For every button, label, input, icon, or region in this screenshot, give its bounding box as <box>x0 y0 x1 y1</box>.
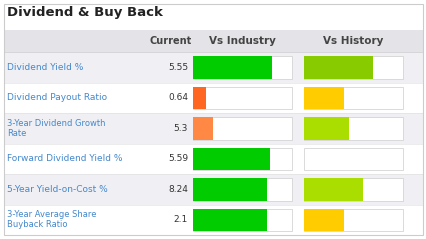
Bar <box>303 87 402 109</box>
Bar <box>193 208 267 231</box>
Bar <box>303 117 348 140</box>
Text: Dividend Payout Ratio: Dividend Payout Ratio <box>7 93 107 102</box>
Bar <box>303 208 402 231</box>
Bar <box>193 87 291 109</box>
Bar <box>4 82 422 113</box>
Bar <box>193 147 270 170</box>
Text: 2.1: 2.1 <box>173 215 187 224</box>
Bar <box>193 208 291 231</box>
Bar <box>4 30 422 52</box>
Bar <box>303 208 343 231</box>
Bar <box>303 178 363 201</box>
Bar <box>303 147 402 170</box>
Bar <box>4 143 422 174</box>
Bar <box>193 56 291 78</box>
Bar <box>193 117 212 140</box>
Text: Dividend & Buy Back: Dividend & Buy Back <box>7 6 162 19</box>
Text: 5.59: 5.59 <box>167 154 187 163</box>
Bar <box>303 178 402 201</box>
Text: 0.64: 0.64 <box>167 93 187 102</box>
Text: Dividend Yield %: Dividend Yield % <box>7 63 83 72</box>
Bar <box>303 117 402 140</box>
Text: 5.55: 5.55 <box>167 63 187 72</box>
Text: 5.3: 5.3 <box>173 124 187 133</box>
Bar <box>193 56 271 78</box>
Bar <box>193 178 267 201</box>
Bar <box>4 205 422 235</box>
Bar <box>193 87 205 109</box>
Bar <box>303 56 372 78</box>
Bar <box>193 147 291 170</box>
Text: 8.24: 8.24 <box>168 185 187 194</box>
Text: 5-Year Yield-on-Cost %: 5-Year Yield-on-Cost % <box>7 185 107 194</box>
Text: Vs Industry: Vs Industry <box>209 36 275 46</box>
Bar <box>303 56 402 78</box>
Bar <box>4 52 422 82</box>
Bar <box>303 87 343 109</box>
Text: 3-Year Dividend Growth
Rate: 3-Year Dividend Growth Rate <box>7 119 105 138</box>
Text: 3-Year Average Share
Buyback Ratio: 3-Year Average Share Buyback Ratio <box>7 210 96 229</box>
Bar <box>193 117 291 140</box>
Text: Vs History: Vs History <box>322 36 383 46</box>
Text: Current: Current <box>150 36 192 46</box>
Bar <box>4 113 422 143</box>
Bar <box>193 178 291 201</box>
Text: Forward Dividend Yield %: Forward Dividend Yield % <box>7 154 122 163</box>
Bar <box>4 174 422 205</box>
